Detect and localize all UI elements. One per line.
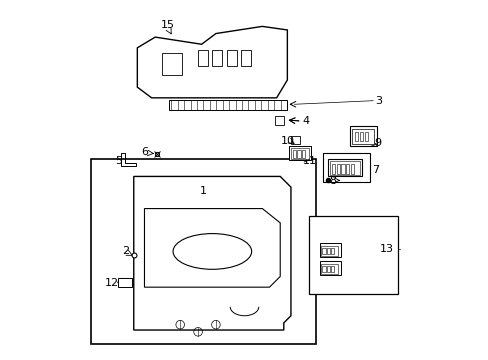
Bar — [162, 53, 182, 75]
Bar — [274, 116, 283, 125]
Bar — [352, 129, 373, 144]
Bar — [322, 248, 325, 254]
Bar — [198, 50, 207, 66]
Bar — [354, 132, 357, 141]
Text: 3: 3 — [374, 96, 381, 106]
Bar — [328, 158, 362, 176]
Bar — [290, 148, 308, 159]
Text: 12: 12 — [105, 278, 119, 288]
Text: 9: 9 — [373, 138, 381, 148]
Bar — [326, 248, 329, 254]
Bar — [169, 100, 287, 111]
Text: 8: 8 — [328, 176, 335, 186]
Text: 10: 10 — [281, 136, 294, 146]
Bar — [308, 216, 397, 294]
Bar — [322, 266, 325, 272]
Text: 4: 4 — [302, 116, 309, 126]
Bar — [323, 153, 369, 182]
Bar — [288, 146, 310, 160]
Text: 13: 13 — [379, 244, 393, 253]
Bar — [91, 158, 315, 344]
Bar — [241, 50, 250, 66]
Text: 5: 5 — [115, 156, 122, 166]
Text: 11: 11 — [303, 156, 317, 166]
Bar — [290, 136, 299, 144]
Bar — [330, 266, 333, 272]
Bar — [212, 50, 222, 66]
Text: 15: 15 — [161, 19, 174, 30]
Bar — [341, 164, 344, 174]
Bar — [331, 164, 335, 174]
Bar — [359, 132, 363, 141]
Bar — [349, 126, 376, 146]
Text: 2: 2 — [122, 247, 129, 256]
Bar — [118, 278, 132, 287]
Bar — [329, 161, 359, 175]
Bar — [319, 243, 340, 257]
Text: 1: 1 — [200, 186, 206, 196]
Bar — [292, 150, 296, 158]
Bar — [320, 246, 338, 256]
Bar — [364, 132, 367, 141]
Bar — [336, 164, 339, 174]
Bar — [350, 164, 353, 174]
Bar — [301, 150, 304, 158]
Bar — [297, 150, 300, 158]
Text: 7: 7 — [372, 165, 379, 175]
Bar — [226, 50, 236, 66]
Bar — [326, 266, 329, 272]
Text: 14: 14 — [320, 244, 334, 253]
Bar — [320, 264, 338, 274]
Bar — [319, 261, 340, 275]
Bar — [345, 164, 348, 174]
Text: 6: 6 — [142, 148, 148, 157]
Bar — [330, 248, 333, 254]
